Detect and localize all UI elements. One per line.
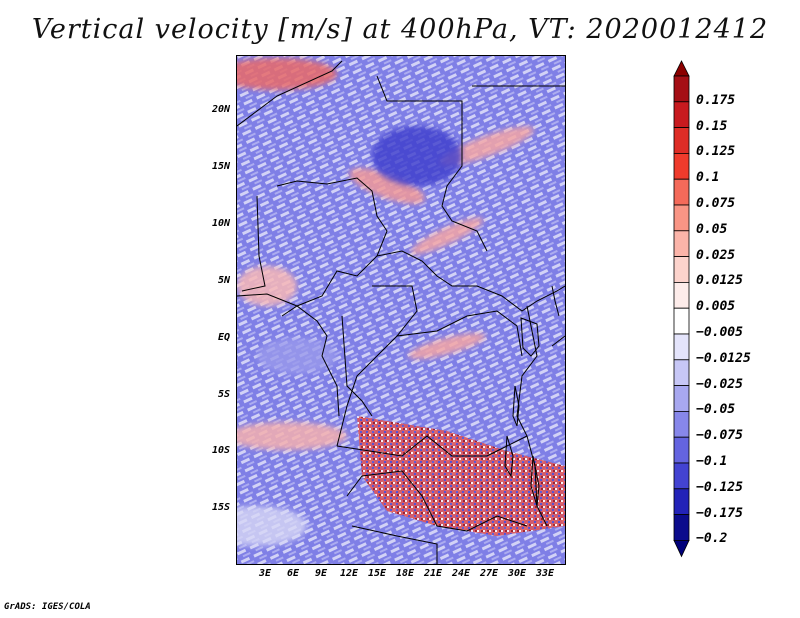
y-tick-label: 15S	[211, 502, 230, 513]
colorbar-label: −0.0125	[696, 350, 751, 366]
x-tick-label: 27E	[479, 568, 499, 579]
colorbar-swatch	[673, 153, 690, 180]
colorbar-swatch	[673, 436, 690, 464]
colorbar-label: 0.125	[696, 144, 736, 160]
colorbar-label: 0.1	[696, 170, 720, 186]
colorbar-label: 0.175	[696, 92, 736, 108]
y-tick-label: 5N	[217, 275, 230, 286]
colorbar	[673, 60, 690, 558]
x-tick-label: 24E	[451, 568, 471, 579]
colorbar-swatch	[673, 488, 690, 515]
velocity-map	[236, 55, 566, 565]
colorbar-swatch	[673, 256, 690, 283]
grads-credit: GrADS: IGES/COLA	[4, 602, 91, 612]
colorbar-label: 0.025	[696, 247, 736, 263]
colorbar-label: −0.175	[696, 505, 743, 521]
colorbar-label: 0.15	[696, 118, 728, 134]
colorbar-label: 0.005	[696, 299, 736, 315]
y-tick-label: 5S	[217, 389, 230, 400]
colorbar-label: −0.05	[696, 402, 736, 418]
coastline	[237, 293, 340, 417]
x-tick-label: 33E	[535, 568, 555, 579]
colorbar-bottom-arrow	[673, 539, 690, 558]
convective-region	[357, 416, 565, 536]
colorbar-swatch	[673, 101, 690, 128]
country-borders	[237, 60, 565, 564]
colorbar-swatch	[673, 127, 690, 154]
colorbar-label: −0.005	[696, 325, 743, 340]
lake-outlines	[504, 317, 540, 507]
upward-motion-areas	[237, 58, 535, 450]
y-tick-label: 10S	[211, 445, 230, 456]
colorbar-swatch	[673, 204, 690, 232]
colorbar-label: −0.125	[696, 479, 743, 495]
colorbar-label: 0.05	[696, 221, 728, 237]
colorbar-swatch	[673, 230, 690, 258]
x-tick-label: 18E	[395, 568, 415, 579]
colorbar-label: −0.025	[696, 376, 743, 392]
colorbar-swatch	[673, 410, 690, 438]
colorbar-top-arrow	[673, 60, 690, 77]
colorbar-swatch	[673, 514, 690, 541]
x-tick-label: 15E	[367, 568, 387, 579]
velocity-field	[237, 56, 565, 564]
colorbar-swatch	[673, 75, 690, 103]
y-tick-label: EQ	[217, 332, 230, 343]
y-tick-label: 20N	[211, 104, 230, 115]
colorbar-label: −0.2	[696, 531, 728, 547]
y-tick-label: 10N	[211, 218, 230, 229]
downward-motion-areas	[237, 126, 462, 546]
colorbar-swatch	[673, 333, 690, 361]
colorbar-swatch	[673, 385, 690, 412]
colorbar-swatch	[673, 462, 690, 490]
colorbar-label: −0.1	[696, 454, 728, 469]
x-tick-label: 30E	[507, 568, 527, 579]
x-tick-label: 12E	[339, 568, 359, 579]
colorbar-swatch	[673, 307, 690, 335]
chart-title: Vertical velocity [m/s] at 400hPa, VT: 2…	[31, 14, 769, 45]
colorbar-swatch	[673, 178, 690, 206]
colorbar-swatch	[673, 281, 690, 309]
colorbar-label: −0.075	[696, 428, 743, 444]
x-tick-label: 9E	[314, 568, 328, 579]
x-tick-label: 3E	[258, 568, 272, 579]
x-tick-label: 6E	[286, 568, 300, 579]
y-tick-label: 15N	[211, 161, 230, 172]
colorbar-label: 0.0125	[696, 273, 743, 289]
colorbar-swatch	[673, 359, 690, 386]
x-tick-label: 21E	[423, 568, 443, 579]
colorbar-label: 0.075	[696, 196, 736, 211]
